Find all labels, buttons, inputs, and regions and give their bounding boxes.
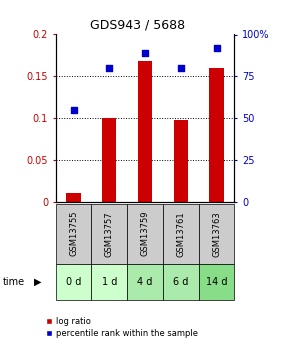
Text: 14 d: 14 d: [206, 277, 227, 287]
Text: 0 d: 0 d: [66, 277, 81, 287]
Legend: log ratio, percentile rank within the sample: log ratio, percentile rank within the sa…: [42, 314, 201, 341]
Point: [71, 107, 76, 112]
Point: [178, 65, 183, 71]
Text: 4 d: 4 d: [137, 277, 153, 287]
Bar: [209, 68, 224, 202]
Bar: [102, 118, 116, 202]
Text: GDS943 / 5688: GDS943 / 5688: [90, 19, 185, 32]
Text: 1 d: 1 d: [102, 277, 117, 287]
Text: GSM13757: GSM13757: [105, 211, 114, 257]
Bar: [174, 120, 188, 202]
Text: GSM13761: GSM13761: [176, 211, 185, 257]
Text: GSM13763: GSM13763: [212, 211, 221, 257]
Point: [214, 45, 219, 51]
Text: GSM13759: GSM13759: [141, 211, 149, 256]
Text: GSM13755: GSM13755: [69, 211, 78, 256]
Point: [143, 50, 147, 56]
Point: [107, 65, 112, 71]
Text: time: time: [3, 277, 25, 287]
Bar: [67, 194, 81, 202]
Text: ▶: ▶: [34, 277, 42, 287]
Bar: [138, 61, 152, 202]
Text: 6 d: 6 d: [173, 277, 188, 287]
